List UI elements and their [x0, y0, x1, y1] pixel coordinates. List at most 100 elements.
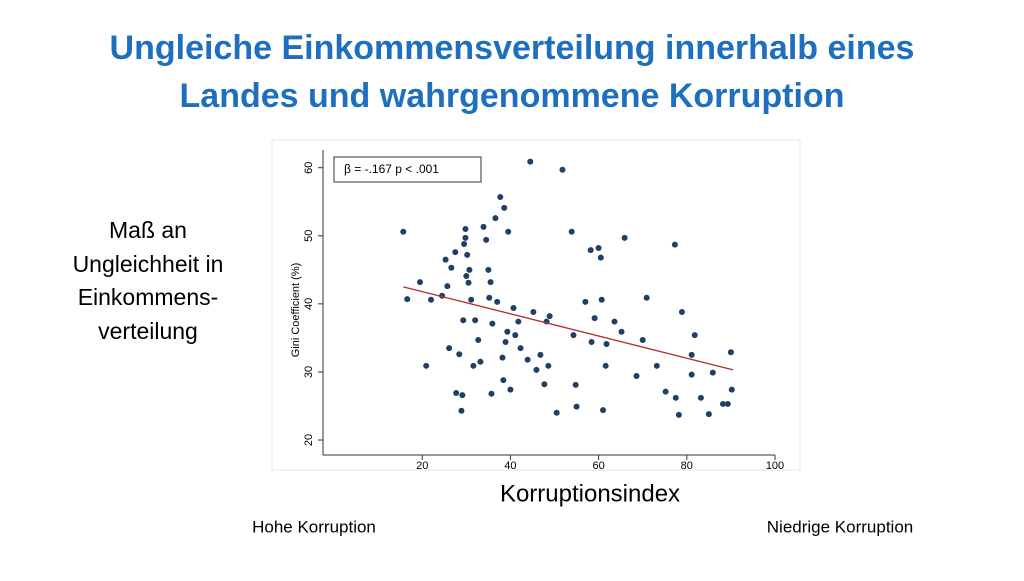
point: [728, 386, 735, 393]
y-tick-label: 40: [303, 298, 315, 310]
point: [465, 279, 472, 286]
point: [459, 392, 466, 399]
point: [466, 266, 473, 273]
point: [507, 386, 514, 393]
point: [524, 356, 531, 363]
slide-title: Ungleiche Einkommensverteilung innerhalb…: [110, 29, 915, 67]
point: [448, 264, 455, 271]
x-tick-label: 100: [766, 460, 784, 472]
point: [475, 336, 482, 343]
point: [595, 245, 602, 252]
point: [582, 298, 589, 305]
point: [709, 369, 716, 376]
point: [499, 354, 506, 361]
point: [530, 309, 537, 316]
slide-title: Landes und wahrgenommene Korruption: [180, 77, 845, 115]
point: [633, 373, 640, 380]
y-description: verteilung: [98, 318, 198, 344]
point: [452, 249, 459, 256]
point: [598, 296, 605, 303]
right-note: Niedrige Korruption: [767, 517, 913, 536]
point: [485, 266, 492, 273]
point: [688, 371, 695, 378]
point: [477, 358, 484, 365]
point: [404, 296, 411, 303]
point: [719, 400, 726, 407]
fit-line: [403, 286, 734, 371]
y-description: Maß an: [109, 217, 187, 243]
point: [724, 400, 731, 407]
point: [488, 390, 495, 397]
point: [428, 296, 435, 303]
point: [597, 254, 604, 261]
point: [675, 411, 682, 418]
x-tick-label: 80: [681, 460, 693, 472]
point: [487, 279, 494, 286]
point: [533, 366, 540, 373]
point: [572, 381, 579, 388]
left-note: Hohe Korruption: [252, 517, 376, 536]
point: [727, 349, 734, 356]
point: [486, 294, 493, 301]
point: [541, 381, 548, 388]
y-tick-label: 30: [303, 366, 315, 378]
point: [611, 318, 618, 325]
point: [464, 251, 471, 258]
x-tick-label: 20: [416, 460, 428, 472]
point: [492, 215, 499, 222]
y-tick-label: 50: [303, 230, 315, 242]
point: [442, 256, 449, 263]
point: [462, 234, 469, 241]
point: [527, 158, 534, 165]
point: [618, 328, 625, 335]
point: [446, 345, 453, 352]
point: [588, 338, 595, 345]
point: [591, 315, 598, 322]
point: [470, 362, 477, 369]
point: [671, 241, 678, 248]
point: [512, 332, 519, 339]
x-tick-label: 60: [592, 460, 604, 472]
point: [545, 362, 552, 369]
point: [672, 394, 679, 401]
point: [417, 279, 424, 286]
point: [621, 234, 628, 241]
point: [423, 362, 430, 369]
point: [553, 409, 560, 416]
point: [400, 228, 407, 235]
point: [559, 166, 566, 173]
point: [462, 225, 469, 232]
point: [515, 318, 522, 325]
point: [678, 309, 685, 316]
point: [691, 332, 698, 339]
y-tick-label: 20: [303, 434, 315, 446]
point: [497, 193, 504, 200]
y-axis-label: Gini Coefficient (%): [290, 263, 302, 358]
point: [444, 283, 451, 290]
point: [570, 332, 577, 339]
point: [463, 272, 470, 279]
point: [697, 394, 704, 401]
point: [600, 407, 607, 414]
point: [461, 240, 468, 247]
point: [602, 362, 609, 369]
point: [537, 351, 544, 358]
point: [603, 341, 610, 348]
point: [643, 294, 650, 301]
point: [472, 317, 479, 324]
point: [501, 204, 508, 211]
y-description: Ungleichheit in: [73, 251, 224, 277]
point: [517, 345, 524, 352]
point: [489, 320, 496, 327]
point: [510, 304, 517, 311]
point: [505, 228, 512, 235]
point: [502, 338, 509, 345]
point: [705, 411, 712, 418]
point: [460, 317, 467, 324]
point: [500, 377, 507, 384]
y-description: Einkommens-: [78, 284, 219, 310]
point: [568, 228, 575, 235]
y-tick-label: 60: [303, 162, 315, 174]
point: [458, 407, 465, 414]
